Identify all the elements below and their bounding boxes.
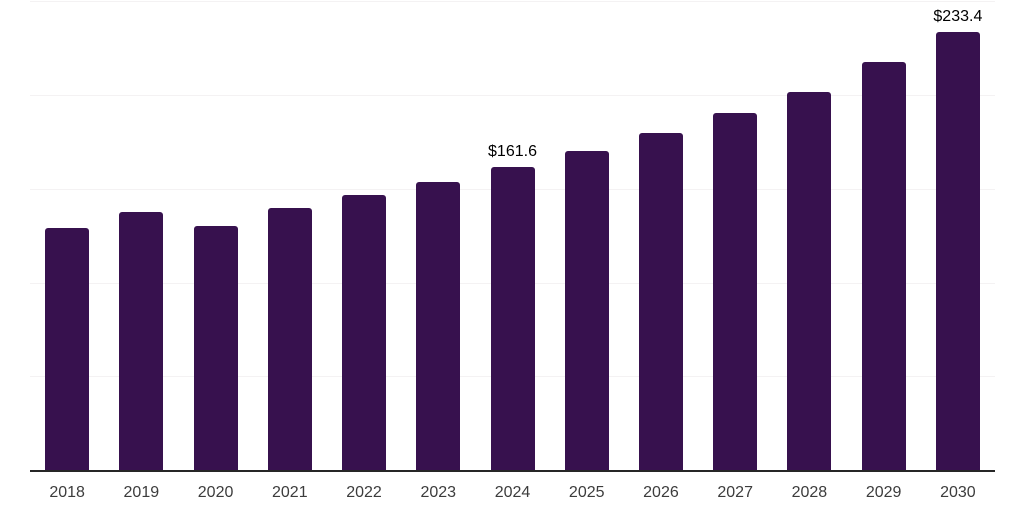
x-tick-label-2024: 2024 [494,484,531,501]
bar-2018 [45,227,90,470]
bar-2023 [416,182,461,470]
bar-2024 [490,167,535,470]
bar-2029 [861,62,906,470]
x-tick-label-2023: 2023 [420,484,457,501]
x-tick-label-2029: 2029 [865,484,902,501]
gridline [30,95,995,96]
x-tick-label-2026: 2026 [643,484,679,501]
bar-2027 [713,113,758,470]
bar-2021 [267,208,312,470]
x-tick-label-2025: 2025 [568,484,605,501]
bar-2028 [787,91,832,470]
gridline [30,1,995,3]
data-label-2024: $161.6 [488,143,537,160]
bar-2019 [119,211,164,470]
x-tick-label-2030: 2030 [940,484,976,501]
x-axis-line [30,470,995,472]
x-tick-label-2018: 2018 [49,484,85,501]
x-tick-label-2028: 2028 [791,484,828,501]
bar-2030 [935,32,980,470]
x-tick-label-2020: 2020 [197,484,234,501]
x-tick-label-2021: 2021 [272,484,308,501]
bar-2020 [193,226,238,470]
x-tick-label-2022: 2022 [346,484,382,501]
bar-2022 [342,194,387,470]
bar-2026 [638,132,683,470]
x-tick-label-2019: 2019 [123,484,160,501]
data-label-2030: $233.4 [933,8,983,26]
bar-2025 [564,150,609,470]
plot-area: 2018 2019 2020 2021 2022 2023 2024 2025 2026 2027… [30,0,995,512]
x-tick-label-2027: 2027 [717,484,753,501]
